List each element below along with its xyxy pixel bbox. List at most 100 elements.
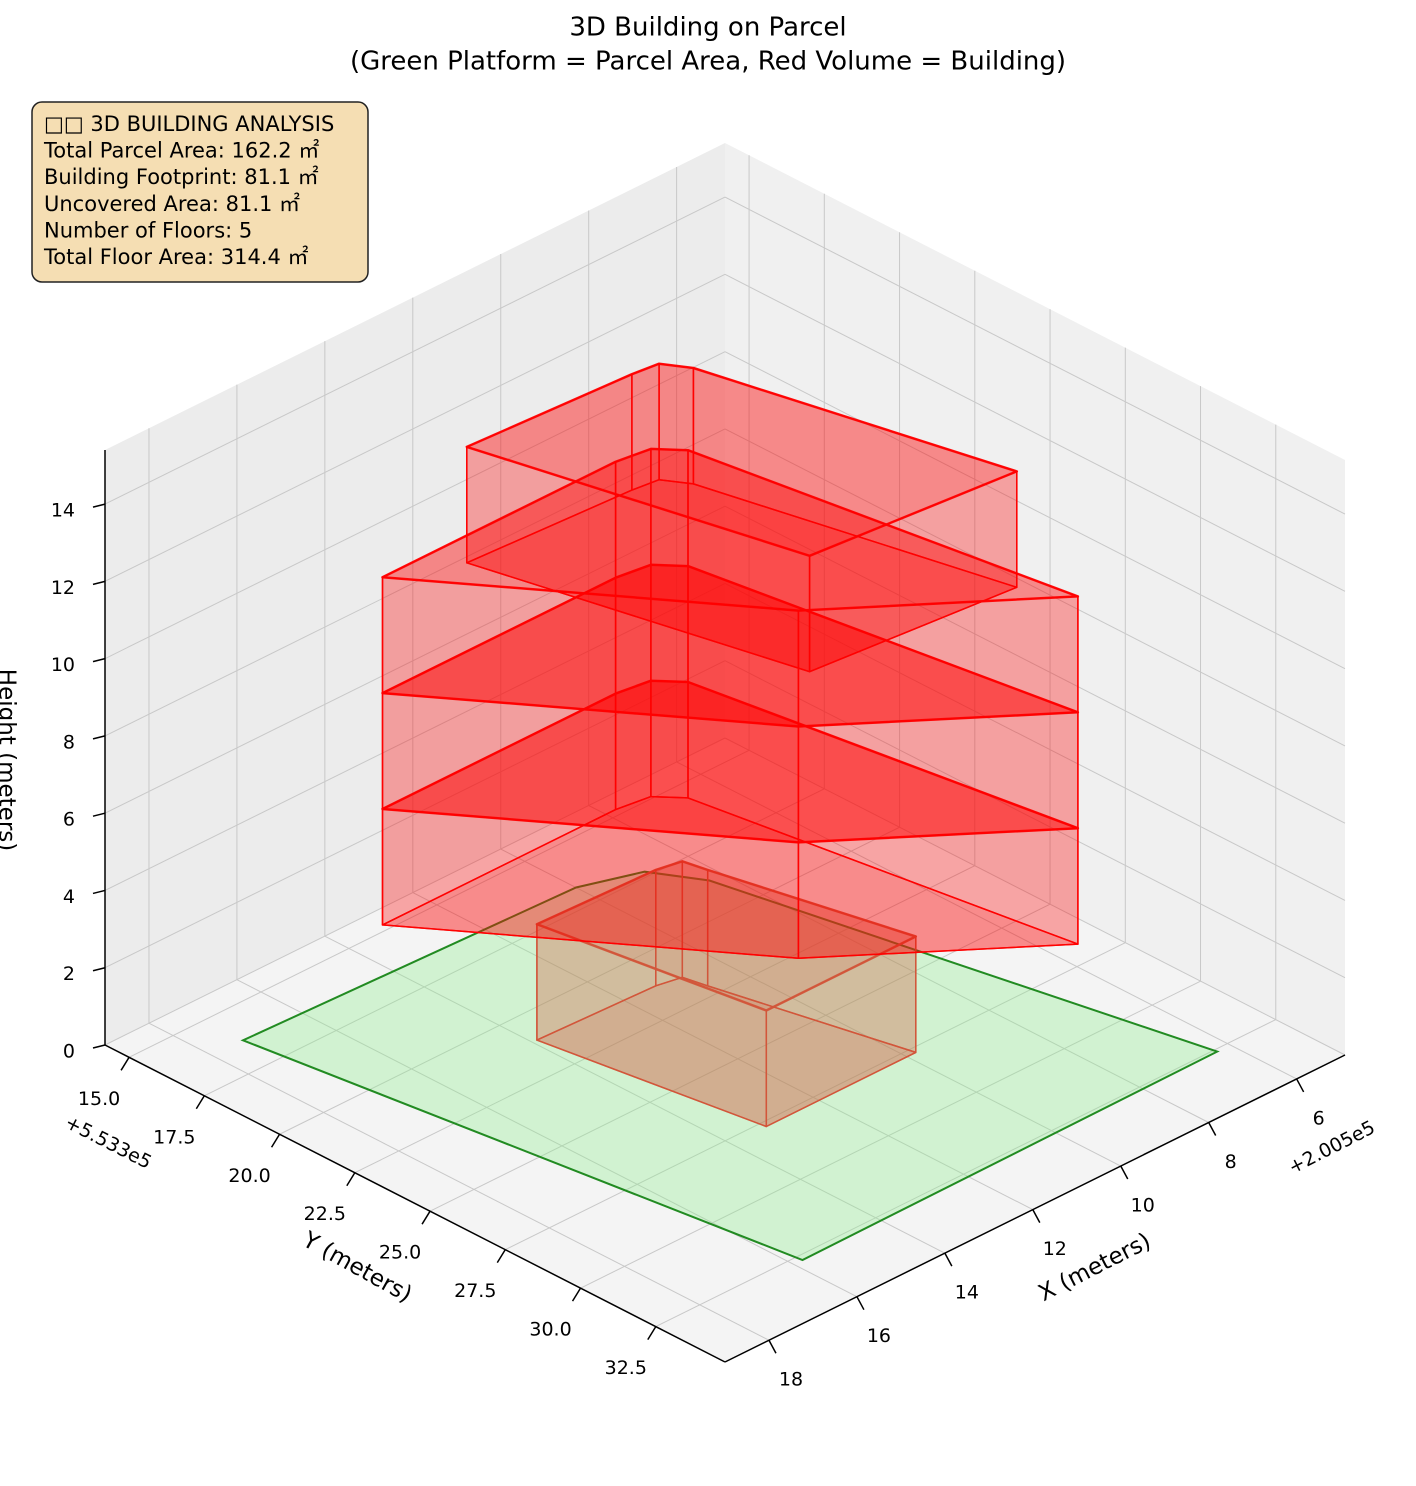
y-tick-mark <box>120 1056 130 1071</box>
x-tick-mark <box>1208 1122 1217 1136</box>
grid-line <box>429 903 1051 1212</box>
grid-line <box>724 273 1346 592</box>
marks <box>240 362 1220 1262</box>
grid-line <box>588 805 1209 1123</box>
y-tick-label: 32.5 <box>605 1357 647 1379</box>
y-tick-mark <box>647 1326 657 1340</box>
grid-line <box>724 505 1346 824</box>
grid-line <box>354 865 976 1174</box>
grid-line <box>104 505 726 814</box>
grid-line <box>724 583 1346 901</box>
z-tick-mark <box>92 735 106 740</box>
y-tick-label: 15.0 <box>78 1088 120 1110</box>
z-tick-mark <box>92 889 106 895</box>
grid-line <box>724 660 1346 979</box>
grid-line <box>724 196 1346 515</box>
axes: 6 8 10 12 14 16 18 15.0 17.5 20.0 22.5 25.0 27.5 30.0… <box>51 450 1346 1391</box>
info-line: Building Footprint: 81.1 ㎡ <box>44 165 319 189</box>
y-tick-label: 25.0 <box>379 1242 421 1264</box>
grid-line <box>104 351 726 660</box>
x-tick-mark <box>768 1339 777 1354</box>
grid-line <box>279 826 900 1135</box>
grid-line <box>128 749 750 1058</box>
y-tick-mark <box>421 1210 431 1225</box>
info-line: Uncovered Area: 81.1 ㎡ <box>44 192 300 216</box>
z-tick-label: 8 <box>63 731 75 753</box>
grid-line <box>500 848 1121 1167</box>
x-tick-label: 14 <box>955 1282 979 1304</box>
z-tick-label: 14 <box>51 500 75 522</box>
x-tick-label: 16 <box>867 1325 891 1347</box>
info-line: □□ 3D BUILDING ANALYSIS <box>44 112 334 136</box>
axis-line <box>104 1044 726 1363</box>
grid-line <box>236 979 858 1298</box>
z-tick-label: 2 <box>63 963 75 985</box>
grid-line <box>148 1022 770 1341</box>
info-line: Number of Floors: 5 <box>44 218 252 242</box>
z-tick-label: 12 <box>51 577 75 599</box>
y-axis-label: Y (meters) <box>297 1227 416 1309</box>
grid-line <box>324 935 946 1254</box>
grid-line <box>580 980 1201 1289</box>
z-tick-label: 0 <box>63 1041 75 1063</box>
grid-line <box>104 583 726 891</box>
x-tick-label: 18 <box>779 1369 803 1391</box>
y-tick-mark <box>195 1095 205 1110</box>
axis-line <box>724 1054 1346 1363</box>
grid-line <box>104 196 726 505</box>
x-tick-mark <box>944 1252 953 1267</box>
grid-line <box>676 761 1297 1080</box>
y-offset-label: +5.533e5 <box>61 1111 155 1173</box>
y-tick-label: 22.5 <box>304 1203 346 1225</box>
x-tick-mark <box>1120 1165 1129 1180</box>
z-tick-mark <box>92 1044 106 1049</box>
y-tick-mark <box>496 1249 506 1264</box>
grid-line <box>724 428 1346 747</box>
grid-line <box>104 273 726 582</box>
y-tick-mark <box>571 1287 582 1302</box>
z-axis-label: Height (meters) <box>0 669 20 851</box>
x-tick-mark <box>1295 1078 1305 1093</box>
grid-line <box>204 788 825 1097</box>
floor-top <box>465 362 1019 558</box>
y-tick-label: 17.5 <box>153 1126 195 1148</box>
y-tick-label: 27.5 <box>454 1280 496 1302</box>
x-tick-label: 10 <box>1131 1195 1155 1217</box>
z-tick-label: 6 <box>63 809 75 831</box>
x-tick-label: 12 <box>1043 1238 1067 1260</box>
grid-line <box>505 942 1126 1251</box>
y-tick-label: 20.0 <box>228 1165 270 1187</box>
x-tick-label: 6 <box>1313 1107 1325 1129</box>
z-tick-mark <box>92 966 106 972</box>
info-lines: □□ 3D BUILDING ANALYSIS Total Parcel Area… <box>43 112 334 269</box>
left-wall-pane <box>105 143 725 1045</box>
y-tick-label: 30.0 <box>529 1319 571 1341</box>
z-tick-mark <box>92 503 106 508</box>
y-tick-mark <box>346 1172 356 1187</box>
x-offset-label: +2.005e5 <box>1285 1116 1379 1178</box>
y-tick-mark <box>270 1133 281 1148</box>
z-tick-label: 4 <box>63 886 75 908</box>
info-box <box>31 101 369 283</box>
grid-line <box>655 1019 1276 1328</box>
z-tick-mark <box>92 657 106 663</box>
z-tick-mark <box>92 812 106 817</box>
chart-subtitle: (Green Platform = Parcel Area, Red Volum… <box>350 47 1066 77</box>
info-line: Total Floor Area: 314.4 ㎡ <box>43 245 309 269</box>
grid-line <box>724 351 1346 670</box>
grid-line <box>724 737 1346 1056</box>
x-tick-mark <box>856 1296 865 1311</box>
grid-line <box>104 737 726 1046</box>
x-tick-label: 8 <box>1225 1151 1237 1173</box>
chart-title: 3D Building on Parcel <box>569 13 846 43</box>
floor-top <box>535 860 918 1012</box>
z-tick-mark <box>92 580 106 586</box>
grid-line <box>412 892 1034 1211</box>
x-tick-mark <box>1032 1209 1041 1223</box>
info-line: Total Parcel Area: 162.2 ㎡ <box>43 139 319 163</box>
z-tick-label: 10 <box>51 654 75 676</box>
grid <box>104 155 1346 1341</box>
grid-line <box>104 428 726 737</box>
parcel <box>240 870 1220 1262</box>
